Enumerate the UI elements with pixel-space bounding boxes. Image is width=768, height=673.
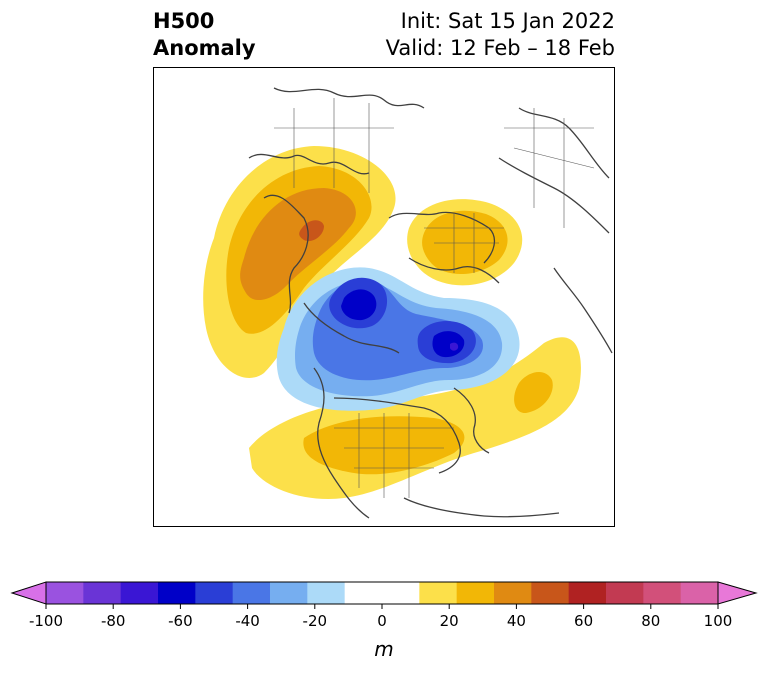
- title-left: H500 Anomaly: [153, 8, 256, 62]
- colorbar-segment: [643, 582, 682, 604]
- colorbar-segment: [46, 582, 84, 604]
- borders: [274, 98, 595, 498]
- colorbar-tick-label: 60: [574, 612, 593, 630]
- colorbar-tick-label: -100: [29, 612, 63, 630]
- colorbar-segment: [270, 582, 308, 604]
- colorbar-extend-min: [10, 581, 47, 605]
- colorbar-segment: [680, 582, 719, 604]
- colorbar-segment: [344, 582, 383, 604]
- anomaly-map: [203, 87, 613, 519]
- positive-anomaly-west-30: [240, 188, 356, 301]
- colorbar-segment: [120, 582, 159, 604]
- colorbar-segment: [382, 582, 420, 604]
- colorbar-segment: [158, 582, 196, 604]
- colorbar: -100 -80 -60 -40 -20 0 20 40 60 80 100: [10, 581, 758, 630]
- colorbar-segment: [307, 582, 346, 604]
- colorbar-ticks: -100 -80 -60 -40 -20 0 20 40 60 80 100: [29, 604, 732, 630]
- colorbar-segment: [232, 582, 271, 604]
- valid-range: Valid: 12 Feb – 18 Feb: [385, 36, 615, 60]
- colorbar-tick-label: 40: [507, 612, 526, 630]
- colorbar-tick-label: -80: [101, 612, 126, 630]
- colorbar-tick-label: 100: [704, 612, 733, 630]
- coastlines: [248, 87, 613, 519]
- title-variable: H500: [153, 9, 215, 33]
- colorbar-segment: [606, 582, 644, 604]
- colorbar-tick-label: -60: [168, 612, 193, 630]
- title-right: Init: Sat 15 Jan 2022 Valid: 12 Feb – 18…: [386, 8, 615, 62]
- map-panel: [153, 67, 615, 527]
- colorbar-segment: [494, 582, 532, 604]
- colorbar-extend-max: [717, 581, 758, 605]
- colorbar-segment: [531, 582, 570, 604]
- colorbar-unit-label: m: [374, 637, 394, 661]
- colorbar-tick-label: 0: [377, 612, 387, 630]
- title-field: Anomaly: [153, 36, 256, 60]
- positive-anomaly-atlantic-20: [514, 372, 553, 414]
- colorbar-tick-label: -20: [303, 612, 328, 630]
- colorbar-tick-label: 20: [440, 612, 459, 630]
- positive-anomaly-west-40: [299, 220, 324, 242]
- init-date: Init: Sat 15 Jan 2022: [400, 9, 615, 33]
- colorbar-segment: [195, 582, 234, 604]
- colorbar-segment: [456, 582, 495, 604]
- colorbar-tick-label: 80: [641, 612, 660, 630]
- negative-anomaly-60-east: [450, 342, 459, 351]
- colorbar-segment: [568, 582, 607, 604]
- colorbar-segment: [83, 582, 122, 604]
- colorbar-segment: [419, 582, 458, 604]
- colorbar-segments: [10, 581, 758, 605]
- colorbar-tick-label: -40: [235, 612, 260, 630]
- negative-anomaly-50-west: [341, 289, 377, 321]
- negative-anomaly-50-east: [432, 331, 465, 358]
